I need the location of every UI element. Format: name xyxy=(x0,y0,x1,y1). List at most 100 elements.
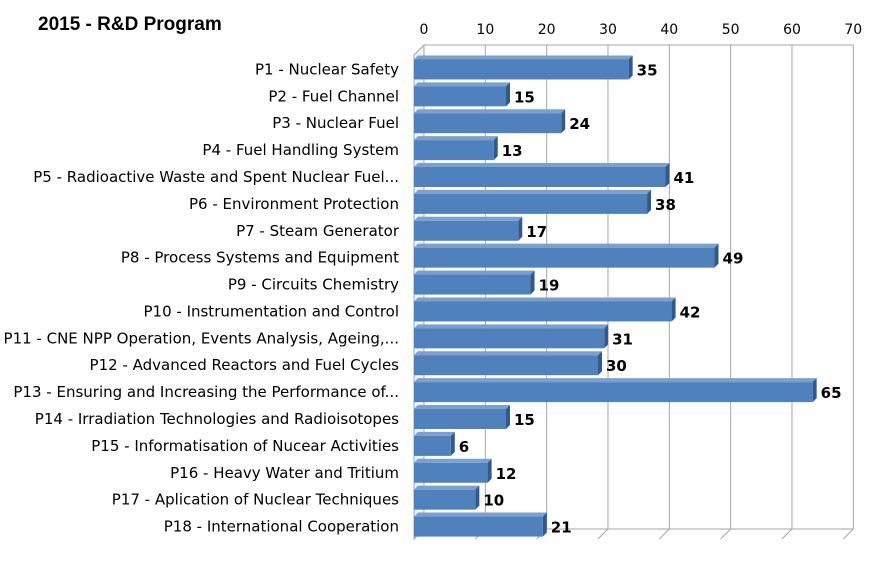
gridline-depth xyxy=(720,528,732,540)
category-label: P10 - Instrumentation and Control xyxy=(143,302,399,320)
bar-front-face xyxy=(414,167,666,187)
bar-front-face xyxy=(414,59,629,80)
bar-front-face xyxy=(414,435,451,456)
x-tick-label: 10 xyxy=(476,22,494,38)
bar-top-face xyxy=(414,82,510,87)
bar-top-face xyxy=(414,270,535,275)
category-label: P1 - Nuclear Safety xyxy=(255,60,399,78)
data-label: 21 xyxy=(551,519,572,537)
bar-side-face xyxy=(505,405,510,429)
bar xyxy=(414,297,676,322)
bar-front-face xyxy=(414,86,506,107)
x-tick-label: 30 xyxy=(599,22,617,38)
category-label: P12 - Advanced Reactors and Fuel Cycles xyxy=(90,356,400,374)
bar-top-face xyxy=(414,109,566,114)
bar xyxy=(414,82,510,107)
bar xyxy=(414,136,498,161)
bar xyxy=(414,405,510,429)
category-label: P9 - Circuits Chemistry xyxy=(228,276,399,294)
category-label: P7 - Steam Generator xyxy=(236,222,400,240)
data-label: 65 xyxy=(821,384,842,402)
data-label: 15 xyxy=(514,88,535,106)
bar-side-face xyxy=(475,485,480,510)
data-label: 41 xyxy=(673,169,694,187)
bar xyxy=(414,243,719,268)
bar xyxy=(414,458,492,483)
category-label: P16 - Heavy Water and Tritium xyxy=(170,464,399,482)
data-label: 24 xyxy=(569,115,590,133)
bar-top-face xyxy=(414,55,633,60)
bar xyxy=(414,216,523,241)
data-label: 19 xyxy=(539,277,560,295)
data-label: 35 xyxy=(637,61,658,79)
bar-front-face xyxy=(414,301,672,322)
bar-side-face xyxy=(505,82,510,107)
category-label: P14 - Irradiation Technologies and Radio… xyxy=(35,410,399,428)
bar-side-face xyxy=(671,297,676,322)
bar-front-face xyxy=(414,193,648,214)
data-label: 10 xyxy=(483,492,504,510)
bar-front-face xyxy=(414,328,605,349)
bar-front-face xyxy=(414,516,543,537)
category-label: P13 - Ensuring and Increasing the Perfor… xyxy=(13,383,399,401)
bar-top-face xyxy=(414,458,492,463)
category-label: P18 - International Cooperation xyxy=(164,518,399,536)
bar-side-face xyxy=(714,243,719,268)
bar xyxy=(414,324,609,349)
bar-top-face xyxy=(414,297,676,302)
category-label: P15 - Informatisation of Nucear Activiti… xyxy=(91,437,399,455)
bar-side-face xyxy=(542,512,547,537)
bar-side-face xyxy=(450,431,455,456)
bar-side-face xyxy=(647,189,652,214)
bar-side-face xyxy=(518,216,523,241)
data-label: 15 xyxy=(514,411,535,429)
category-label: P8 - Process Systems and Equipment xyxy=(121,249,399,267)
data-label: 12 xyxy=(496,465,517,483)
bar-top-face xyxy=(414,136,498,141)
bar-top-face xyxy=(414,512,547,517)
data-label: 13 xyxy=(502,142,523,160)
category-label: P6 - Environment Protection xyxy=(189,195,399,213)
bar-top-face xyxy=(414,405,510,409)
gridline-depth xyxy=(658,528,670,540)
category-label: P17 - Aplication of Nuclear Techniques xyxy=(112,491,399,509)
bar-front-face xyxy=(414,220,519,241)
category-label: P5 - Radioactive Waste and Spent Nuclear… xyxy=(33,168,399,186)
bar xyxy=(414,512,547,537)
chart-title: 2015 - R&D Program xyxy=(38,14,222,35)
bar-front-face xyxy=(414,489,476,510)
bar xyxy=(414,163,670,187)
bar-top-face xyxy=(414,485,480,490)
bar xyxy=(414,378,817,403)
bar-top-face xyxy=(414,243,719,248)
category-label: P3 - Nuclear Fuel xyxy=(272,114,399,132)
bar xyxy=(414,109,566,134)
data-label: 30 xyxy=(606,357,627,375)
data-label: 31 xyxy=(612,330,633,348)
x-tick-label: 60 xyxy=(783,22,801,38)
bar-front-face xyxy=(414,274,531,295)
gridline-depth xyxy=(781,528,793,540)
bar-front-face xyxy=(414,462,488,483)
data-label: 38 xyxy=(655,196,676,214)
bar-side-face xyxy=(812,378,817,403)
bar-side-face xyxy=(604,324,609,349)
category-label: P4 - Fuel Handling System xyxy=(202,141,399,159)
bar xyxy=(414,351,602,376)
data-label: 6 xyxy=(459,438,469,456)
bar-top-face xyxy=(414,216,523,221)
bar-top-face xyxy=(414,351,602,356)
bar-side-face xyxy=(493,136,498,161)
data-label: 42 xyxy=(680,303,701,321)
bar-side-face xyxy=(487,458,492,483)
data-label: 49 xyxy=(723,250,744,268)
category-label: P11 - CNE NPP Operation, Events Analysis… xyxy=(4,329,399,347)
bar-side-face xyxy=(597,351,602,376)
gridline-depth xyxy=(597,528,609,540)
bar-side-face xyxy=(530,270,535,295)
bar-top-face xyxy=(414,378,817,383)
data-label: 17 xyxy=(526,223,547,241)
bar-top-face xyxy=(414,163,670,167)
bar-side-face xyxy=(561,109,566,134)
bar-front-face xyxy=(414,382,813,403)
